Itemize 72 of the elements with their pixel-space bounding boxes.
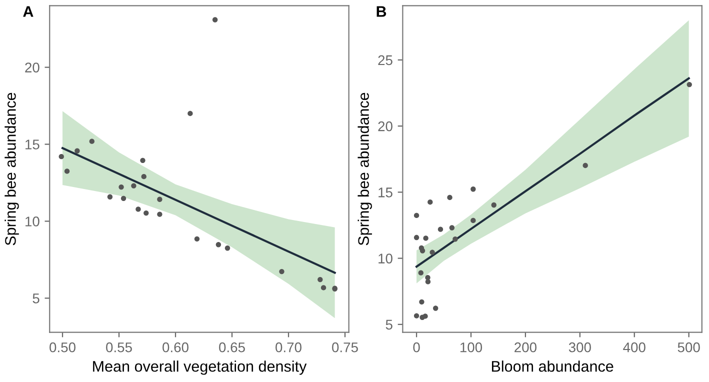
chart-title: A (23, 6, 34, 17)
y-tick-label: 25 (378, 55, 392, 66)
point (107, 194, 113, 200)
point (470, 218, 476, 224)
y-tick-label: 5 (32, 294, 40, 304)
point (279, 268, 284, 274)
x-tick-label: 0.55 (106, 342, 132, 352)
point (157, 212, 162, 217)
x-tick-label: 0 (413, 342, 420, 352)
line-series (61, 147, 336, 274)
x-tick-label: 200 (514, 342, 536, 352)
point (470, 186, 476, 192)
x-tick-label: 500 (678, 342, 700, 352)
point (432, 306, 438, 311)
x-tick-label: 300 (568, 342, 591, 352)
y-axis-title: Spring bee abundance (358, 92, 372, 246)
y-tick-label: 20 (25, 62, 40, 72)
x-tick-label: 400 (623, 342, 646, 352)
point (136, 206, 141, 212)
y-tick-label: 15 (378, 188, 392, 198)
x-tick-label: 100 (460, 342, 482, 352)
point (414, 234, 420, 240)
point (491, 202, 496, 208)
y-tick-label: 5 (386, 320, 392, 330)
y-tick-label: 10 (26, 216, 40, 226)
y-axis-title: Spring bee abundance (4, 92, 19, 246)
point (582, 162, 588, 168)
x-tick-label: 0.75 (332, 342, 358, 352)
point (157, 196, 162, 202)
x-axis-title: Mean overall vegetation density (93, 360, 307, 375)
point (89, 138, 94, 144)
point (419, 299, 424, 305)
x-axis-title: Bloom abundance (492, 360, 614, 372)
point (64, 168, 70, 174)
point (425, 279, 431, 284)
point (131, 183, 136, 188)
y-tick-label: 20 (378, 121, 392, 132)
point (194, 236, 200, 242)
line-series (415, 77, 690, 268)
point (422, 314, 428, 319)
point (414, 313, 420, 318)
point (320, 285, 326, 290)
point (118, 184, 124, 190)
point (212, 17, 218, 22)
point (428, 199, 433, 205)
point (58, 154, 64, 160)
point (449, 225, 455, 230)
point (414, 212, 420, 218)
point (420, 248, 426, 254)
x-tick-label: 0.65 (219, 342, 245, 352)
point (74, 148, 80, 154)
point (686, 82, 692, 88)
point (188, 110, 193, 116)
point (224, 246, 230, 251)
x-tick-label: 0.50 (50, 342, 76, 352)
point (430, 250, 435, 255)
chart-title: B (376, 6, 386, 17)
point (216, 242, 222, 248)
point (438, 226, 444, 232)
point (447, 194, 452, 200)
point (144, 210, 149, 216)
point (120, 196, 126, 202)
y-tick-label: 15 (26, 140, 40, 150)
point (423, 236, 428, 241)
point (318, 276, 323, 282)
point (140, 158, 146, 164)
x-tick-label: 0.60 (162, 342, 188, 352)
point (452, 236, 458, 242)
point (418, 270, 424, 276)
point (141, 174, 146, 180)
x-tick-label: 0.70 (276, 342, 302, 352)
y-tick-label: 10 (378, 254, 392, 264)
